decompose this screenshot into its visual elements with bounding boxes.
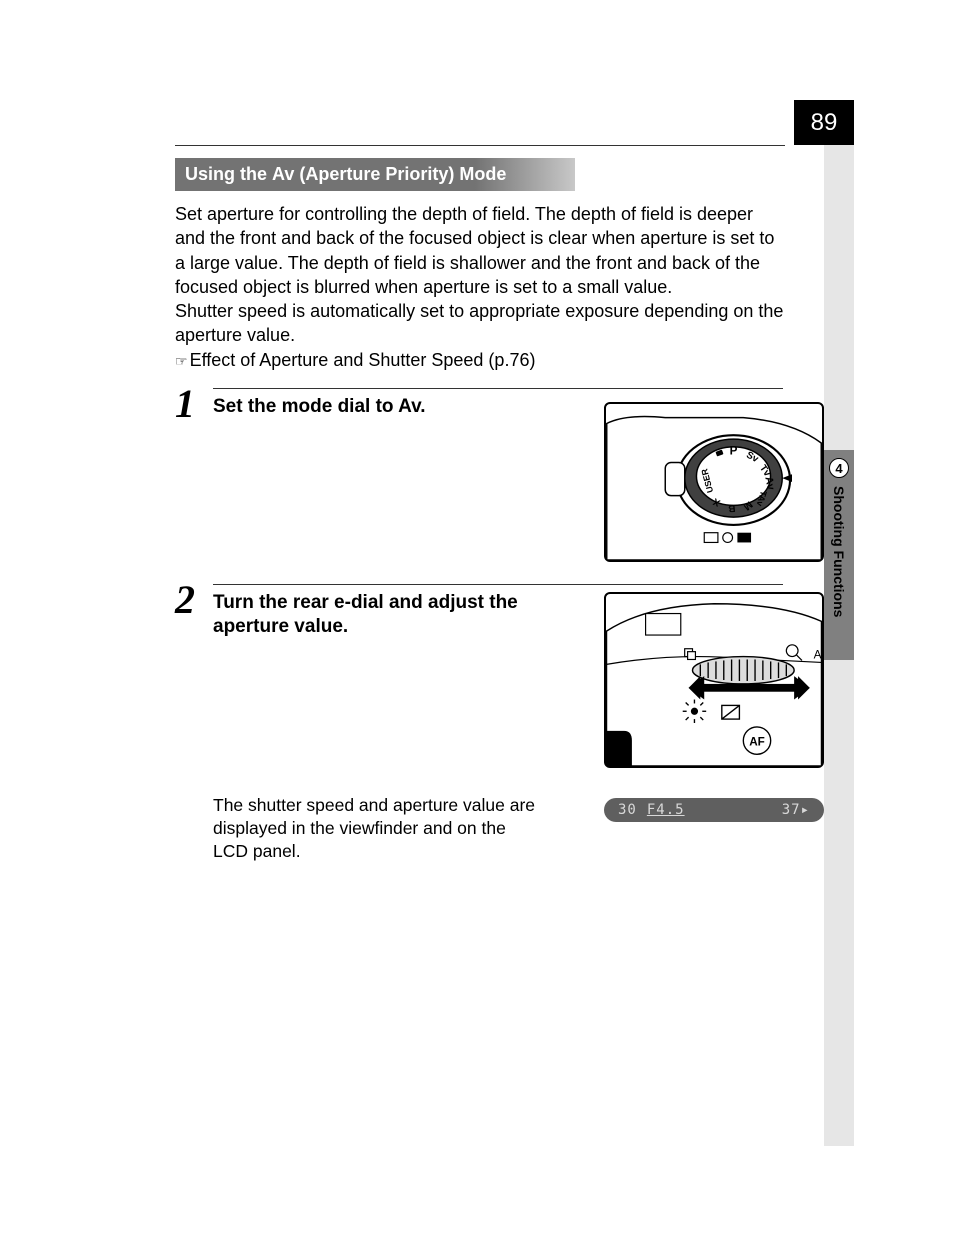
step-2-rule xyxy=(213,584,783,585)
heading-mode-glyph: Av xyxy=(272,164,294,184)
top-rule xyxy=(175,145,785,146)
step-2-body: The shutter speed and aperture value are… xyxy=(213,794,543,862)
lcd-aperture: F4.5 xyxy=(647,802,685,818)
chapter-label: Shooting Functions xyxy=(831,486,847,617)
intro-p1: Set aperture for controlling the depth o… xyxy=(175,202,785,299)
rear-edial-svg: A AF xyxy=(606,594,822,766)
heading-suffix: (Aperture Priority) Mode xyxy=(294,164,506,184)
step-1-rule xyxy=(213,388,783,389)
step-2-title: Turn the rear e-dial and adjust the aper… xyxy=(213,591,543,639)
svg-text:P: P xyxy=(730,445,738,458)
lcd-exposures: 37▸ xyxy=(782,802,810,818)
chapter-number: 4 xyxy=(835,461,842,476)
section-heading: Using the Av (Aperture Priority) Mode xyxy=(175,158,575,191)
step-1-title-suffix: . xyxy=(420,396,425,417)
lcd-left: 30 F4.5 xyxy=(618,802,685,818)
step-1-number: 1 xyxy=(175,380,195,427)
svg-text:A: A xyxy=(814,649,822,662)
heading-prefix: Using the xyxy=(185,164,272,184)
mode-dial-svg: P Sv Tv Av TAv M B X USER xyxy=(606,404,822,560)
step-1-title-mode: Av xyxy=(398,396,420,417)
xref-text: Effect of Aperture and Shutter Speed (p.… xyxy=(190,350,536,370)
intro-p2: Shutter speed is automatically set to ap… xyxy=(175,299,785,348)
chapter-number-badge: 4 xyxy=(829,458,849,478)
page-number: 89 xyxy=(794,100,854,145)
svg-text:AF: AF xyxy=(749,735,765,748)
cross-reference: ☞Effect of Aperture and Shutter Speed (p… xyxy=(175,348,785,372)
pointer-icon: ☞ xyxy=(175,353,188,369)
svg-text:B: B xyxy=(728,502,736,514)
viewfinder-lcd: 30 F4.5 37▸ xyxy=(604,798,824,822)
step-2-number: 2 xyxy=(175,576,195,623)
rear-edial-figure: A AF xyxy=(604,592,824,768)
lcd-shutter: 30 xyxy=(618,802,637,818)
step-1-title: Set the mode dial to Av. xyxy=(213,395,543,419)
page-number-text: 89 xyxy=(811,109,838,137)
intro-text: Set aperture for controlling the depth o… xyxy=(175,202,785,372)
mode-dial-figure: P Sv Tv Av TAv M B X USER xyxy=(604,402,824,562)
step-1-title-prefix: Set the mode dial to xyxy=(213,396,398,417)
